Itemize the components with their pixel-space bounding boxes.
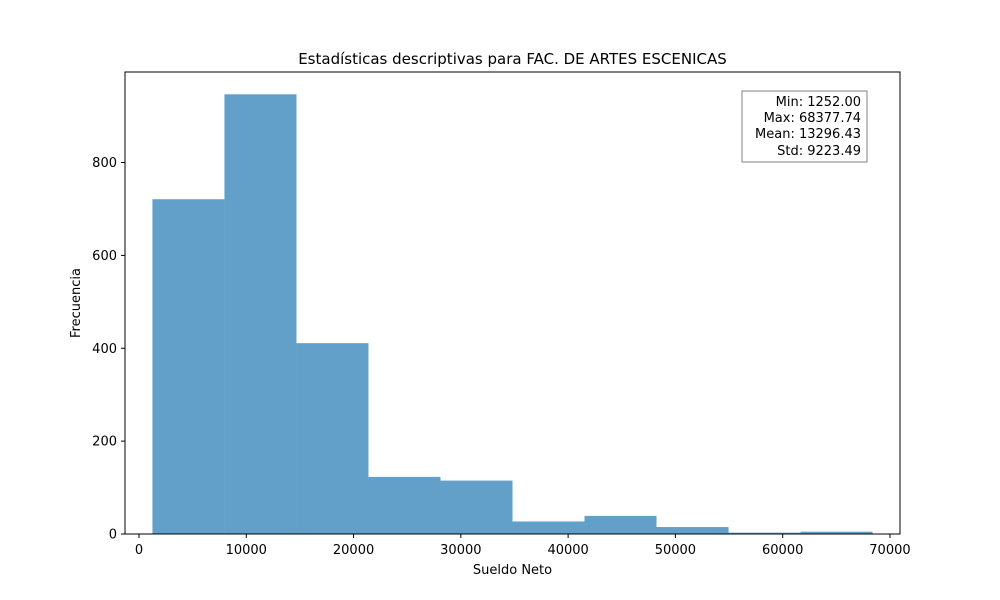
stats-box: Min: 1252.00 Max: 68377.74 Mean: 13296.4… — [741, 90, 868, 163]
y-tick-label: 0 — [109, 528, 117, 543]
histogram-bar — [368, 476, 441, 534]
histogram-bars — [152, 94, 873, 534]
histogram-bar — [512, 521, 585, 534]
histogram-bar — [728, 532, 801, 534]
stats-std: Std: 9223.49 — [777, 144, 861, 159]
x-tick-label: 40000 — [547, 543, 588, 558]
x-tick-label: 70000 — [869, 543, 910, 558]
stats-box-frame — [741, 90, 868, 163]
y-tick-label: 600 — [92, 249, 117, 264]
histogram-bar — [656, 527, 729, 534]
stats-min: Min: 1252.00 — [776, 95, 861, 110]
x-tick-label: 60000 — [762, 543, 803, 558]
y-axis-ticks: 0 200 400 600 800 — [92, 156, 125, 543]
histogram-bar — [584, 515, 657, 534]
y-tick-label: 800 — [92, 156, 117, 171]
x-tick-label: 0 — [135, 543, 143, 558]
stats-max: Max: 68377.74 — [764, 111, 861, 126]
histogram-bar — [296, 343, 369, 534]
stats-mean: Mean: 13296.43 — [755, 127, 861, 142]
y-axis-title: Frecuencia — [69, 268, 84, 338]
x-tick-label: 50000 — [655, 543, 696, 558]
x-tick-label: 30000 — [440, 543, 481, 558]
histogram-bar — [440, 480, 513, 534]
y-tick-label: 200 — [92, 435, 117, 450]
x-tick-label: 10000 — [226, 543, 267, 558]
x-axis-ticks: 0 10000 20000 30000 40000 50000 60000 70000 — [135, 534, 911, 558]
x-tick-label: 20000 — [333, 543, 374, 558]
plot-area-frame — [124, 71, 901, 535]
y-tick-label: 400 — [92, 342, 117, 357]
histogram-bar — [224, 94, 297, 534]
chart-title: Estadísticas descriptivas para FAC. DE A… — [298, 50, 727, 68]
x-axis-title: Sueldo Neto — [473, 563, 552, 578]
histogram-bar — [152, 199, 225, 534]
histogram-bar — [800, 531, 873, 534]
